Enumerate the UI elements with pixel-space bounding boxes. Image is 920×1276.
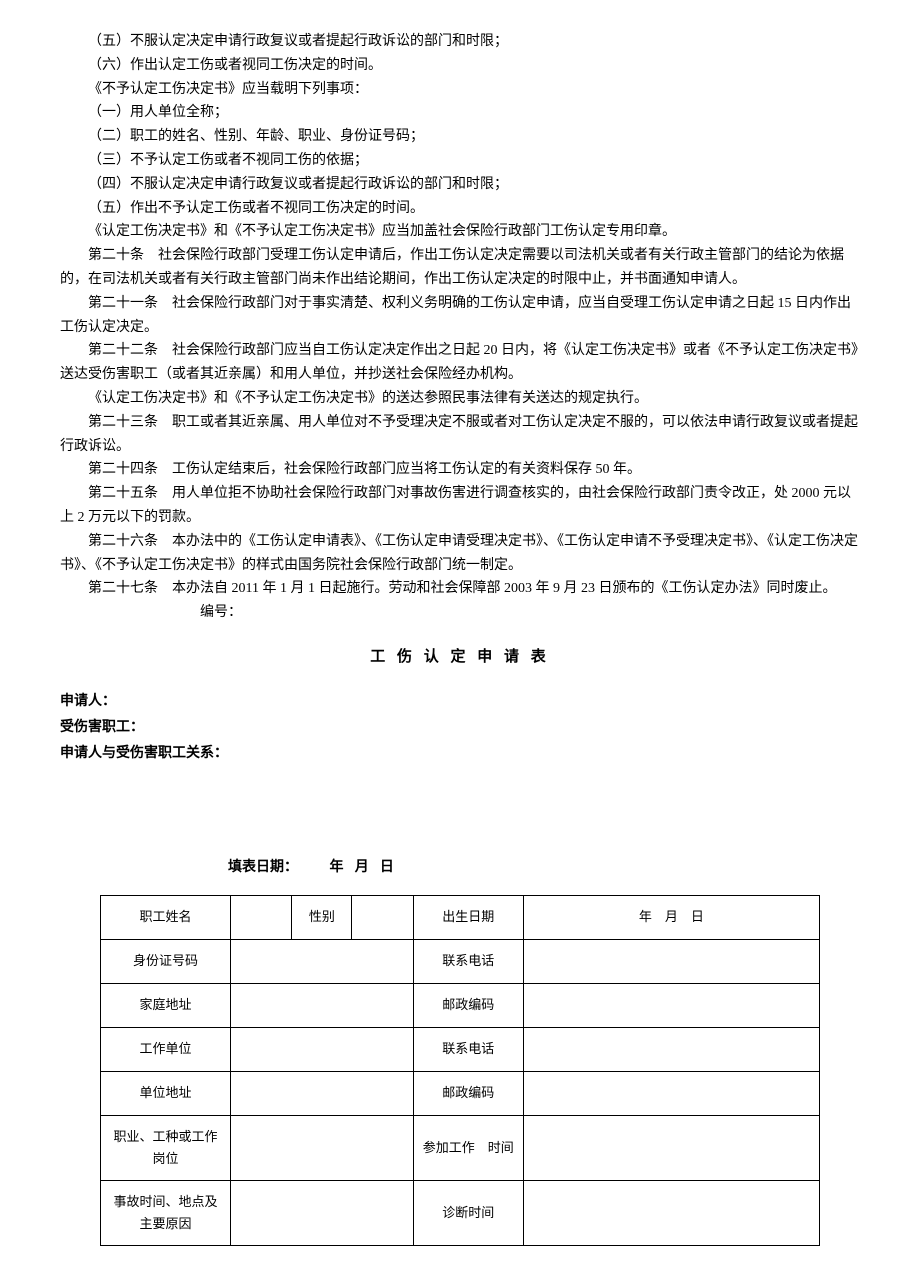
paragraph: （四）不服认定决定申请行政复议或者提起行政诉讼的部门和时限；: [60, 173, 860, 197]
paragraph: 第二十五条 用人单位拒不协助社会保险行政部门对事故伤害进行调查核实的，由社会保险…: [60, 482, 860, 530]
cell-occupation-label: 职业、工种或工作岗位: [101, 1115, 231, 1180]
cell-gender-value: [352, 895, 413, 939]
cell-birth-label: 出生日期: [413, 895, 523, 939]
paragraph: 第二十三条 职工或者其近亲属、用人单位对不予受理决定不服或者对工伤认定决定不服的…: [60, 411, 860, 459]
cell-work-unit-label: 工作单位: [101, 1027, 231, 1071]
table-row: 家庭地址 邮政编码: [101, 983, 820, 1027]
injured-label: 受伤害职工：: [60, 716, 860, 740]
paragraph: 第二十六条 本办法中的《工伤认定申请表》、《工伤认定申请受理决定书》、《工伤认定…: [60, 530, 860, 578]
applicant-label: 申请人：: [60, 690, 860, 714]
paragraph: 第二十条 社会保险行政部门受理工伤认定申请后，作出工伤认定决定需要以司法机关或者…: [60, 244, 860, 292]
fill-date-value: 年月日: [330, 860, 406, 875]
cell-diagnosis-label: 诊断时间: [413, 1180, 523, 1245]
cell-work-phone-value: [523, 1027, 819, 1071]
table-row: 事故时间、地点及主要原因 诊断时间: [101, 1180, 820, 1245]
fill-date: 填表日期： 年月日: [228, 856, 860, 880]
cell-phone-value: [523, 939, 819, 983]
paragraph: 《不予认定工伤决定书》应当载明下列事项：: [60, 78, 860, 102]
fill-date-label: 填表日期：: [228, 860, 298, 875]
cell-home-zip-value: [523, 983, 819, 1027]
cell-home-addr-label: 家庭地址: [101, 983, 231, 1027]
form-title: 工 伤 认 定 申 请 表: [60, 645, 860, 671]
cell-join-date-value: [523, 1115, 819, 1180]
paragraph: （三）不予认定工伤或者不视同工伤的依据；: [60, 149, 860, 173]
cell-accident-label: 事故时间、地点及主要原因: [101, 1180, 231, 1245]
cell-birth-value: 年 月 日: [523, 895, 819, 939]
document-body: （五）不服认定决定申请行政复议或者提起行政诉讼的部门和时限； （六）作出认定工伤…: [60, 30, 860, 1246]
relation-label: 申请人与受伤害职工关系：: [60, 742, 860, 766]
paragraph: （五）不服认定决定申请行政复议或者提起行政诉讼的部门和时限；: [60, 30, 860, 54]
cell-unit-zip-label: 邮政编码: [413, 1071, 523, 1115]
paragraph: 《认定工伤决定书》和《不予认定工伤决定书》的送达参照民事法律有关送达的规定执行。: [60, 387, 860, 411]
cell-unit-zip-value: [523, 1071, 819, 1115]
paragraph: （五）作出不予认定工伤或者不视同工伤决定的时间。: [60, 197, 860, 221]
cell-name-label: 职工姓名: [101, 895, 231, 939]
application-table: 职工姓名 性别 出生日期 年 月 日 身份证号码 联系电话 家庭地址 邮政编码 …: [100, 895, 820, 1246]
paragraph: 第二十七条 本办法自 2011 年 1 月 1 日起施行。劳动和社会保障部 20…: [60, 577, 860, 601]
paragraph: 第二十二条 社会保险行政部门应当自工伤认定决定作出之日起 20 日内，将《认定工…: [60, 339, 860, 387]
cell-id-label: 身份证号码: [101, 939, 231, 983]
cell-work-unit-value: [231, 1027, 414, 1071]
table-row: 单位地址 邮政编码: [101, 1071, 820, 1115]
paragraph: （一）用人单位全称；: [60, 101, 860, 125]
paragraph: 第二十四条 工伤认定结束后，社会保险行政部门应当将工伤认定的有关资料保存 50 …: [60, 458, 860, 482]
paragraph: （二）职工的姓名、性别、年龄、职业、身份证号码；: [60, 125, 860, 149]
paragraph: 第二十一条 社会保险行政部门对于事实清楚、权利义务明确的工伤认定申请，应当自受理…: [60, 292, 860, 340]
table-row: 职业、工种或工作岗位 参加工作 时间: [101, 1115, 820, 1180]
cell-unit-addr-value: [231, 1071, 414, 1115]
paragraph: （六）作出认定工伤或者视同工伤决定的时间。: [60, 54, 860, 78]
cell-gender-label: 性别: [292, 895, 352, 939]
cell-phone-label: 联系电话: [413, 939, 523, 983]
cell-diagnosis-value: [523, 1180, 819, 1245]
cell-accident-value: [231, 1180, 414, 1245]
cell-home-zip-label: 邮政编码: [413, 983, 523, 1027]
table-row: 工作单位 联系电话: [101, 1027, 820, 1071]
cell-name-value: [231, 895, 292, 939]
cell-unit-addr-label: 单位地址: [101, 1071, 231, 1115]
table-row: 职工姓名 性别 出生日期 年 月 日: [101, 895, 820, 939]
cell-id-value: [231, 939, 414, 983]
table-row: 身份证号码 联系电话: [101, 939, 820, 983]
cell-home-addr-value: [231, 983, 414, 1027]
form-number-label: 编号：: [200, 601, 860, 625]
cell-join-date-label: 参加工作 时间: [413, 1115, 523, 1180]
cell-occupation-value: [231, 1115, 414, 1180]
paragraph: 《认定工伤决定书》和《不予认定工伤决定书》应当加盖社会保险行政部门工伤认定专用印…: [60, 220, 860, 244]
cell-work-phone-label: 联系电话: [413, 1027, 523, 1071]
